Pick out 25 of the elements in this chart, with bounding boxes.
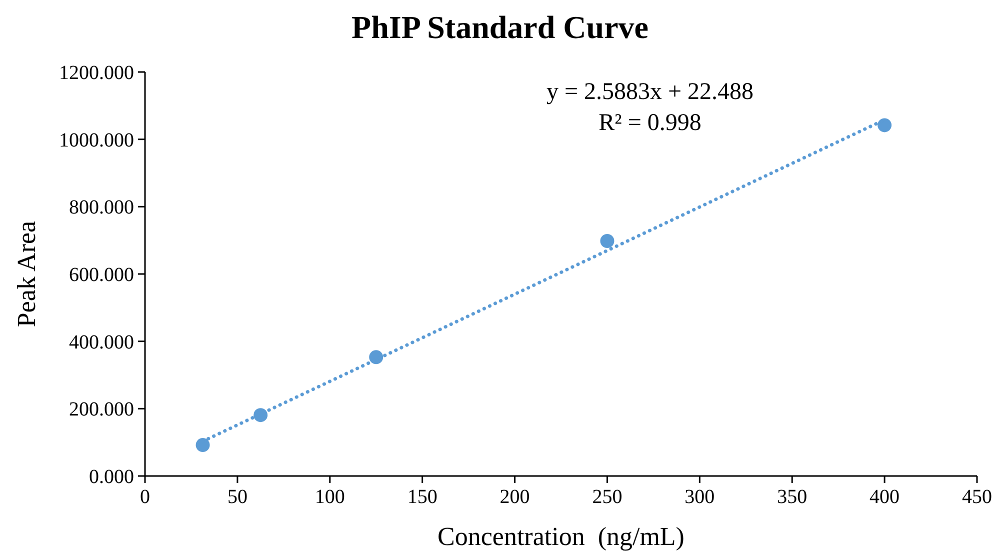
x-tick-label: 50 bbox=[227, 486, 248, 508]
x-tick-label: 400 bbox=[870, 486, 900, 508]
y-tick-label: 200.000 bbox=[69, 398, 134, 421]
x-tick-label: 350 bbox=[777, 486, 808, 508]
x-axis-title: Concentration (ng/mL) bbox=[438, 522, 684, 551]
chart-title: PhIP Standard Curve bbox=[352, 9, 648, 45]
x-tick-label: 0 bbox=[140, 486, 150, 508]
annotation: R² = 0.998 bbox=[598, 110, 702, 136]
y-tick-label: 1000.000 bbox=[59, 129, 134, 152]
y-tick-label: 600.000 bbox=[69, 264, 134, 286]
point bbox=[878, 118, 892, 132]
x-tick-label: 300 bbox=[684, 486, 715, 508]
x-tick-label: 450 bbox=[962, 486, 992, 508]
point bbox=[196, 438, 210, 452]
y-axis-title: Peak Area bbox=[12, 220, 41, 328]
x-tick-label: 150 bbox=[407, 486, 438, 508]
x-tick-label: 200 bbox=[500, 486, 530, 508]
point bbox=[600, 234, 614, 248]
y-tick-label: 400.000 bbox=[69, 331, 134, 354]
y-tick-label: 0.000 bbox=[89, 466, 134, 488]
x-tick-label: 250 bbox=[592, 486, 622, 508]
annotation: y = 2.5883x + 22.488 bbox=[546, 79, 754, 105]
y-tick-label: 1200.000 bbox=[59, 62, 134, 84]
x-tick-label: 100 bbox=[314, 486, 345, 508]
y-tick-label: 800.000 bbox=[69, 196, 134, 219]
